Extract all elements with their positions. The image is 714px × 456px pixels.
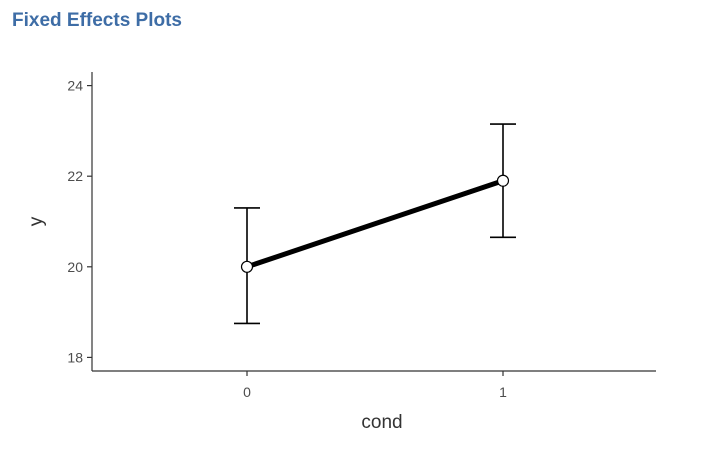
series-lines	[244, 178, 506, 270]
panel-title: Fixed Effects Plots	[12, 10, 182, 31]
data-point	[240, 260, 254, 273]
y-tick-label: 18	[67, 349, 83, 365]
y-tick-label: 22	[67, 168, 83, 184]
x-tick-label: 0	[243, 384, 251, 400]
y-tick-label: 24	[67, 78, 83, 94]
x-tick-label: 1	[499, 384, 507, 400]
y-axis-title: y	[26, 216, 47, 226]
y-ticks: 18 20 22 24	[67, 78, 92, 365]
data-point	[496, 174, 510, 187]
y-tick-label: 20	[67, 259, 83, 275]
points	[240, 174, 510, 273]
axes	[91, 72, 656, 372]
series-line	[244, 178, 506, 270]
x-axis-title: cond	[361, 412, 402, 433]
